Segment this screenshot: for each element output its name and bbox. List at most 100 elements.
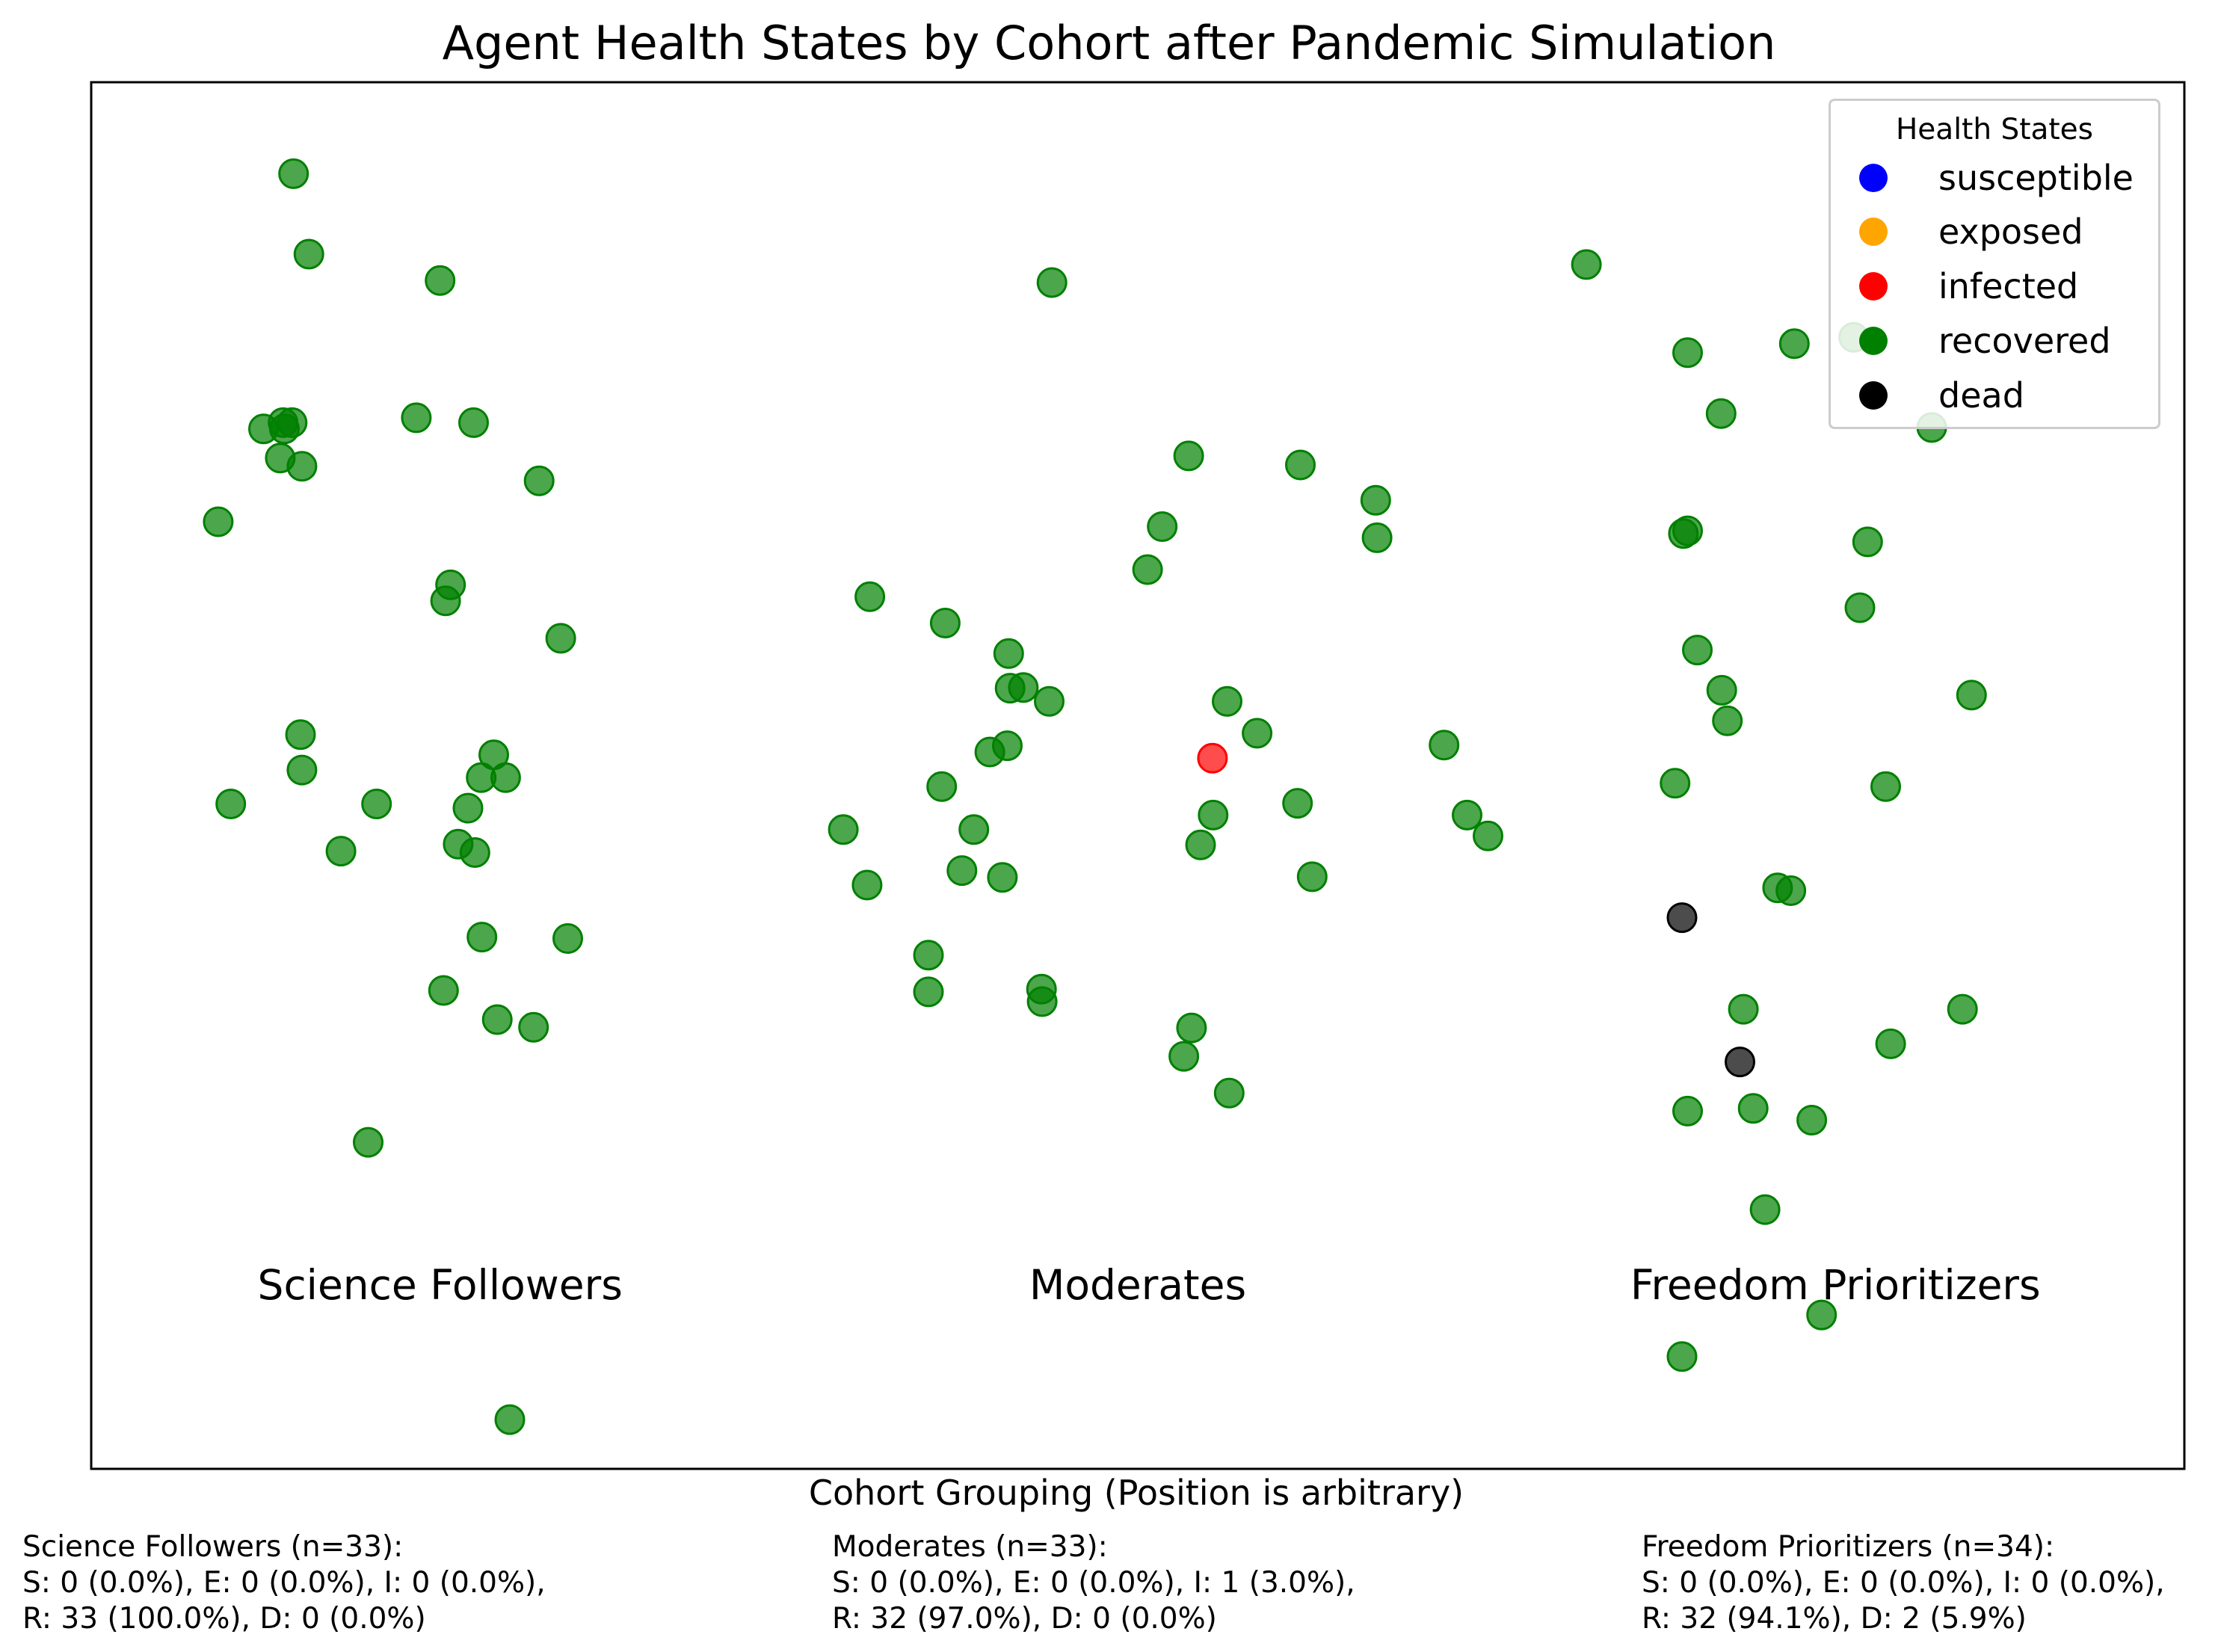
point-recovered bbox=[1796, 1105, 1828, 1135]
point-recovered bbox=[285, 719, 316, 751]
point-recovered bbox=[913, 976, 944, 1008]
point-recovered bbox=[1956, 679, 1987, 711]
point-recovered bbox=[401, 402, 432, 434]
point-recovered bbox=[958, 814, 990, 845]
point-recovered bbox=[1026, 986, 1058, 1017]
point-recovered bbox=[1132, 554, 1163, 585]
point-recovered bbox=[1429, 730, 1460, 761]
point-recovered bbox=[828, 814, 859, 845]
point-recovered bbox=[1198, 799, 1229, 830]
point-recovered bbox=[1361, 522, 1393, 553]
point-recovered bbox=[926, 771, 958, 802]
legend-marker-dead bbox=[1859, 381, 1888, 410]
point-recovered bbox=[946, 855, 978, 887]
point-recovered bbox=[1185, 829, 1216, 860]
point-dead bbox=[1666, 902, 1698, 934]
point-recovered bbox=[929, 608, 961, 638]
legend-label-recovered: recovered bbox=[1938, 321, 2111, 361]
point-recovered bbox=[459, 837, 490, 868]
point-recovered bbox=[361, 789, 392, 819]
point-recovered bbox=[1672, 337, 1703, 369]
legend-item-infected: infected bbox=[1831, 260, 2158, 312]
summary-line: R: 32 (97.0%), D: 0 (0.0%) bbox=[832, 1602, 1217, 1636]
point-recovered bbox=[1775, 875, 1807, 906]
summary-line: S: 0 (0.0%), E: 0 (0.0%), I: 0 (0.0%), bbox=[1642, 1566, 2165, 1600]
point-recovered bbox=[1168, 1041, 1200, 1072]
point-recovered bbox=[993, 638, 1024, 669]
point-recovered bbox=[1173, 440, 1204, 472]
point-recovered bbox=[286, 754, 318, 786]
summary-heading: Freedom Prioritizers (n=34): bbox=[1642, 1530, 2055, 1564]
point-recovered bbox=[1712, 705, 1743, 736]
legend-label-exposed: exposed bbox=[1938, 212, 2083, 252]
point-recovered bbox=[987, 862, 1018, 893]
point-recovered bbox=[494, 1404, 526, 1435]
point-recovered bbox=[974, 736, 1005, 768]
point-recovered bbox=[1571, 249, 1602, 280]
point-recovered bbox=[1706, 674, 1737, 706]
point-recovered bbox=[490, 762, 521, 793]
legend-item-recovered: recovered bbox=[1831, 315, 2158, 367]
point-recovered bbox=[1176, 1012, 1207, 1044]
point-recovered bbox=[278, 158, 309, 189]
point-recovered bbox=[1672, 1095, 1703, 1126]
legend-marker-infected bbox=[1859, 272, 1888, 300]
point-recovered bbox=[277, 407, 308, 438]
chart-title: Agent Health States by Cohort after Pand… bbox=[442, 16, 1776, 70]
point-recovered bbox=[1806, 1299, 1837, 1331]
point-recovered bbox=[293, 238, 324, 270]
point-recovered bbox=[1668, 518, 1699, 549]
point-dead bbox=[1725, 1047, 1755, 1078]
point-recovered bbox=[1360, 484, 1391, 516]
point-recovered bbox=[545, 623, 576, 654]
cohort-label: Freedom Prioritizers bbox=[1630, 1261, 2041, 1309]
point-recovered bbox=[1213, 1077, 1245, 1109]
cohort-summary-moderates: Moderates (n=33): S: 0 (0.0%), E: 0 (0.0… bbox=[832, 1529, 1355, 1637]
point-recovered bbox=[1844, 592, 1876, 623]
point-recovered bbox=[1242, 718, 1273, 749]
point-recovered bbox=[1705, 398, 1737, 429]
summary-line: S: 0 (0.0%), E: 0 (0.0%), I: 0 (0.0%), bbox=[22, 1566, 546, 1600]
point-recovered bbox=[1682, 635, 1713, 666]
points-layer bbox=[203, 158, 1987, 1435]
point-recovered bbox=[353, 1126, 383, 1158]
legend-label-dead: dead bbox=[1938, 375, 2024, 416]
point-recovered bbox=[1036, 267, 1068, 298]
legend-item-susceptible: susceptible bbox=[1831, 152, 2158, 204]
legend: Health States susceptible exposed infect… bbox=[1829, 99, 2160, 429]
point-recovered bbox=[286, 451, 318, 482]
point-recovered bbox=[518, 1011, 549, 1043]
x-axis-label: Cohort Grouping (Position is arbitrary) bbox=[808, 1473, 1464, 1513]
point-recovered bbox=[1212, 685, 1242, 717]
point-recovered bbox=[552, 923, 583, 954]
point-recovered bbox=[203, 506, 234, 537]
point-recovered bbox=[425, 265, 456, 296]
point-recovered bbox=[1473, 820, 1503, 851]
point-recovered bbox=[1749, 1194, 1781, 1225]
point-recovered bbox=[452, 792, 484, 824]
point-recovered bbox=[1737, 1093, 1769, 1124]
cohort-summary-science-followers: Science Followers (n=33): S: 0 (0.0%), E… bbox=[22, 1529, 546, 1637]
summary-heading: Moderates (n=33): bbox=[832, 1530, 1108, 1564]
legend-marker-susceptible bbox=[1859, 164, 1888, 192]
point-recovered bbox=[1778, 328, 1810, 360]
point-recovered bbox=[851, 869, 883, 901]
legend-item-dead: dead bbox=[1831, 369, 2158, 422]
summary-line: R: 32 (94.1%), D: 2 (5.9%) bbox=[1642, 1602, 2027, 1636]
summary-line: R: 33 (100.0%), D: 0 (0.0%) bbox=[22, 1602, 426, 1636]
point-recovered bbox=[1147, 511, 1178, 542]
point-recovered bbox=[1282, 788, 1313, 819]
plot-frame bbox=[90, 81, 2186, 1470]
scatter-plot: Science Followers Moderates Freedom Priori… bbox=[90, 81, 2186, 1470]
summary-heading: Science Followers (n=33): bbox=[22, 1530, 404, 1564]
point-recovered bbox=[1728, 993, 1759, 1025]
cohort-labels: Science Followers Moderates Freedom Priori… bbox=[258, 1261, 2041, 1309]
point-recovered bbox=[1870, 771, 1901, 802]
point-recovered bbox=[1660, 768, 1691, 799]
point-recovered bbox=[458, 407, 489, 438]
point-recovered bbox=[215, 789, 247, 819]
point-recovered bbox=[523, 465, 555, 496]
point-recovered bbox=[1296, 861, 1328, 893]
cohort-summary-freedom-prioritizers: Freedom Prioritizers (n=34): S: 0 (0.0%)… bbox=[1642, 1529, 2165, 1637]
point-recovered bbox=[1947, 993, 1978, 1025]
